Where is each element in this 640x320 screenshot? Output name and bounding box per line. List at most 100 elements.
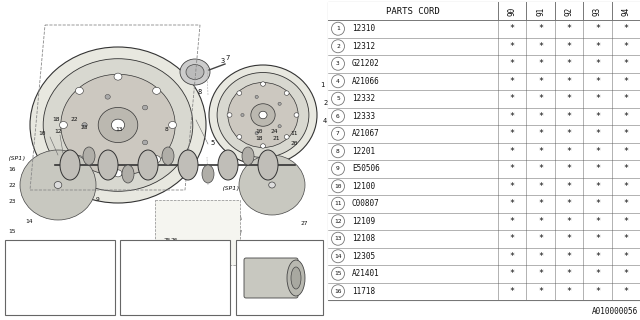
Text: A010000056: A010000056 (592, 307, 638, 316)
Text: 11718: 11718 (352, 287, 375, 296)
Text: 23: 23 (80, 125, 88, 130)
Ellipse shape (228, 83, 298, 148)
Text: *: * (538, 217, 543, 226)
Ellipse shape (50, 258, 86, 292)
Ellipse shape (255, 132, 259, 135)
Ellipse shape (159, 254, 211, 302)
Text: 90: 90 (508, 6, 516, 16)
Bar (328, 265, 640, 283)
Text: *: * (509, 59, 515, 68)
Text: *: * (595, 59, 600, 68)
Ellipse shape (59, 267, 77, 284)
Text: 9: 9 (336, 166, 340, 171)
Circle shape (332, 215, 344, 228)
Text: (SP1): (SP1) (8, 156, 27, 161)
Ellipse shape (152, 156, 161, 163)
Bar (328, 2, 640, 300)
Text: 10: 10 (38, 131, 45, 136)
Ellipse shape (260, 144, 266, 148)
Text: 27: 27 (300, 221, 307, 226)
Text: *: * (566, 182, 572, 191)
Circle shape (332, 267, 344, 280)
Circle shape (332, 145, 344, 158)
Circle shape (332, 162, 344, 175)
Ellipse shape (182, 276, 188, 280)
Text: 15: 15 (125, 296, 132, 301)
Ellipse shape (43, 59, 193, 191)
Text: 4: 4 (336, 79, 340, 84)
Text: 14: 14 (334, 254, 342, 259)
Ellipse shape (138, 150, 158, 180)
Text: 12201: 12201 (352, 147, 375, 156)
Ellipse shape (76, 156, 83, 163)
Text: 12108: 12108 (352, 234, 375, 243)
Text: 20: 20 (135, 306, 143, 311)
Text: *: * (595, 147, 600, 156)
Text: *: * (509, 287, 515, 296)
Bar (328, 90, 640, 108)
Bar (5, 240, 115, 315)
Ellipse shape (186, 65, 204, 79)
Bar (328, 142, 640, 160)
Text: 8: 8 (336, 149, 340, 154)
Text: *: * (538, 24, 543, 33)
Text: 23: 23 (8, 199, 15, 204)
Text: 25: 25 (205, 258, 212, 263)
Text: *: * (623, 147, 628, 156)
Text: 17: 17 (205, 300, 212, 305)
Text: *: * (623, 182, 628, 191)
Text: 11: 11 (334, 201, 342, 206)
Circle shape (332, 110, 344, 123)
Text: *: * (595, 94, 600, 103)
Text: 13: 13 (334, 236, 342, 241)
Bar (328, 108, 640, 125)
Ellipse shape (218, 150, 238, 180)
Ellipse shape (291, 267, 301, 289)
Text: *: * (595, 199, 600, 208)
Text: *: * (595, 234, 600, 243)
Ellipse shape (114, 73, 122, 80)
Ellipse shape (45, 173, 71, 197)
Text: *: * (623, 287, 628, 296)
Ellipse shape (60, 150, 80, 180)
Text: *: * (566, 42, 572, 51)
Text: A21067: A21067 (352, 129, 380, 138)
Text: *: * (595, 24, 600, 33)
Text: 23: 23 (185, 248, 193, 253)
Ellipse shape (20, 150, 96, 220)
Circle shape (332, 285, 344, 298)
Text: *: * (623, 129, 628, 138)
Ellipse shape (98, 108, 138, 142)
Ellipse shape (26, 155, 90, 215)
Circle shape (332, 22, 344, 35)
Text: 6: 6 (336, 114, 340, 119)
Bar (328, 283, 640, 300)
Text: 93: 93 (593, 6, 602, 16)
Text: *: * (623, 164, 628, 173)
Text: *: * (623, 234, 628, 243)
Text: 1: 1 (320, 82, 324, 88)
Text: *: * (566, 129, 572, 138)
Text: *: * (509, 199, 515, 208)
Text: G21202: G21202 (352, 59, 380, 68)
Ellipse shape (269, 182, 275, 188)
Text: *: * (538, 59, 543, 68)
Ellipse shape (251, 104, 275, 126)
Text: 22: 22 (8, 183, 15, 188)
Text: 3: 3 (221, 58, 225, 64)
Text: *: * (509, 217, 515, 226)
Text: 7: 7 (336, 131, 340, 136)
Bar (328, 20, 640, 37)
Text: E50506: E50506 (352, 164, 380, 173)
Text: *: * (623, 112, 628, 121)
Circle shape (332, 127, 344, 140)
Text: *: * (538, 287, 543, 296)
Text: *: * (509, 252, 515, 261)
Text: *: * (538, 234, 543, 243)
Text: 26: 26 (170, 238, 177, 243)
Text: *: * (509, 24, 515, 33)
Ellipse shape (294, 113, 299, 117)
Text: (TURBO): (TURBO) (10, 288, 36, 293)
Text: *: * (623, 77, 628, 86)
Text: *: * (509, 77, 515, 86)
